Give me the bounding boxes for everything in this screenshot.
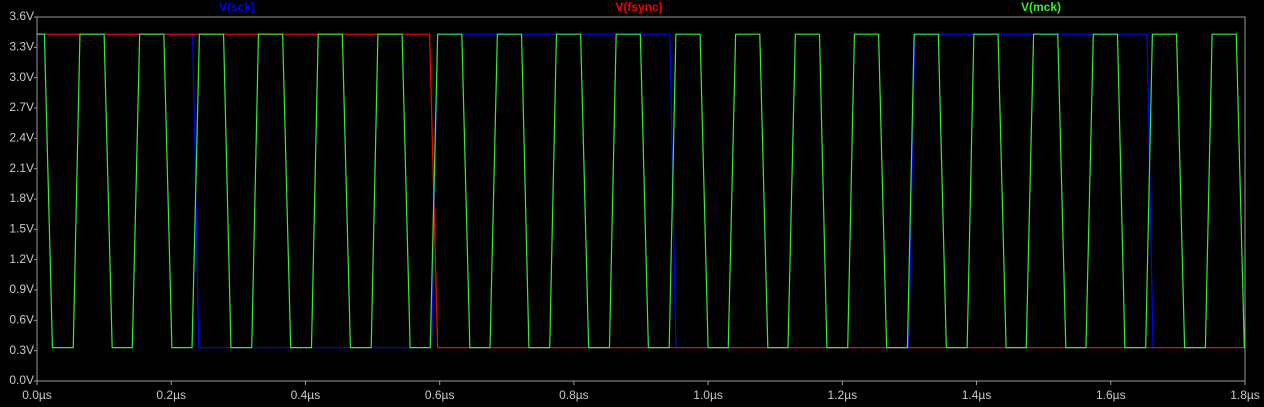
y-tick-label: 1.2V xyxy=(9,252,34,266)
x-tick-label: 1.6µs xyxy=(1096,388,1126,402)
y-tick-label: 3.3V xyxy=(9,40,34,54)
legend-label: V(fsync) xyxy=(615,0,662,14)
trace xyxy=(37,33,1245,349)
y-tick-label: 2.7V xyxy=(9,100,34,114)
x-tick-label: 1.8µs xyxy=(1230,388,1260,402)
x-tick-label: 0.8µs xyxy=(559,388,589,402)
y-tick-label: 0.3V xyxy=(9,343,34,357)
y-tick-label: 1.8V xyxy=(9,191,34,205)
legend-label: V(sck) xyxy=(219,0,255,14)
y-tick-label: 0.0V xyxy=(9,373,34,387)
x-tick-label: 0.0µs xyxy=(22,388,52,402)
x-tick-label: 1.4µs xyxy=(962,388,992,402)
y-tick-label: 1.5V xyxy=(9,222,34,236)
legend-label: V(mck) xyxy=(1021,0,1061,14)
y-tick-label: 3.6V xyxy=(9,9,34,23)
x-tick-label: 0.4µs xyxy=(291,388,321,402)
x-tick-label: 0.6µs xyxy=(425,388,455,402)
y-tick-label: 3.0V xyxy=(9,70,34,84)
x-tick-label: 1.0µs xyxy=(693,388,723,402)
x-tick-label: 1.2µs xyxy=(828,388,858,402)
x-tick-label: 0.2µs xyxy=(156,388,186,402)
y-tick-label: 2.4V xyxy=(9,131,34,145)
y-tick-label: 0.9V xyxy=(9,282,34,296)
y-tick-label: 2.1V xyxy=(9,161,34,175)
y-tick-label: 0.6V xyxy=(9,313,34,327)
